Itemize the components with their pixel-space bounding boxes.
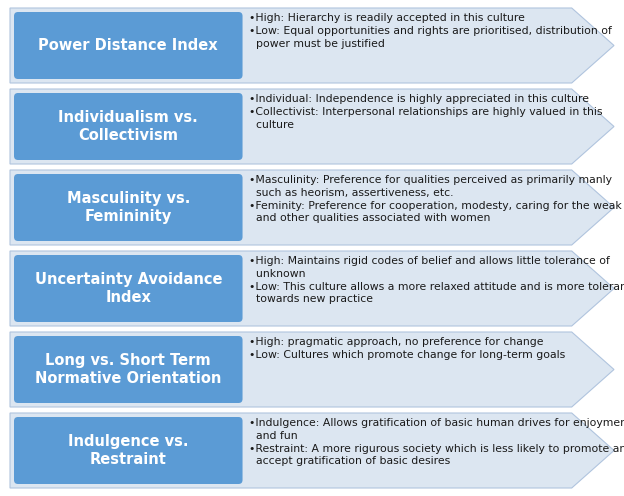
Text: Individualism vs.
Collectivism: Individualism vs. Collectivism	[59, 110, 198, 143]
Text: Power Distance Index: Power Distance Index	[39, 38, 218, 53]
Text: •High: Maintains rigid codes of belief and allows little tolerance of
  unknown
: •High: Maintains rigid codes of belief a…	[248, 256, 624, 305]
Text: Indulgence vs.
Restraint: Indulgence vs. Restraint	[68, 434, 188, 467]
Text: •High: Hierarchy is readily accepted in this culture
•Low: Equal opportunities a: •High: Hierarchy is readily accepted in …	[248, 13, 612, 49]
Polygon shape	[10, 332, 614, 407]
Text: Long vs. Short Term
Normative Orientation: Long vs. Short Term Normative Orientatio…	[35, 353, 222, 386]
FancyBboxPatch shape	[14, 93, 243, 160]
Text: Masculinity vs.
Femininity: Masculinity vs. Femininity	[67, 191, 190, 224]
Text: Uncertainty Avoidance
Index: Uncertainty Avoidance Index	[34, 272, 222, 305]
Polygon shape	[10, 413, 614, 488]
Polygon shape	[10, 251, 614, 326]
FancyBboxPatch shape	[14, 417, 243, 484]
Text: •Individual: Independence is highly appreciated in this culture
•Collectivist: I: •Individual: Independence is highly appr…	[248, 94, 602, 129]
Text: •Indulgence: Allows gratification of basic human drives for enjoyment
  and fun
: •Indulgence: Allows gratification of bas…	[248, 418, 624, 466]
Polygon shape	[10, 170, 614, 245]
Text: •High: pragmatic approach, no preference for change
•Low: Cultures which promote: •High: pragmatic approach, no preference…	[248, 337, 565, 360]
FancyBboxPatch shape	[14, 12, 243, 79]
Polygon shape	[10, 8, 614, 83]
FancyBboxPatch shape	[14, 336, 243, 403]
FancyBboxPatch shape	[14, 174, 243, 241]
Text: •Masculinity: Preference for qualities perceived as primarily manly
  such as he: •Masculinity: Preference for qualities p…	[248, 175, 622, 223]
FancyBboxPatch shape	[14, 255, 243, 322]
Polygon shape	[10, 89, 614, 164]
